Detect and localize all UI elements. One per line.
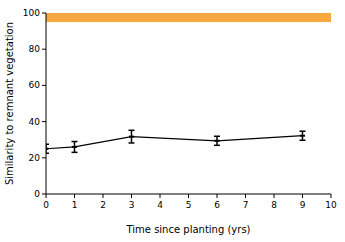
x-tick-label: 2 bbox=[100, 200, 106, 210]
y-tick bbox=[42, 157, 46, 158]
error-cap bbox=[214, 136, 220, 138]
y-tick-label: 0 bbox=[34, 189, 40, 199]
y-tick-label: 40 bbox=[29, 117, 41, 127]
error-cap bbox=[72, 141, 78, 143]
x-tick bbox=[331, 194, 332, 198]
x-tick-label: 3 bbox=[129, 200, 135, 210]
x-tick bbox=[217, 194, 218, 198]
x-axis-title: Time since planting (yrs) bbox=[125, 224, 250, 235]
point-marker bbox=[72, 146, 77, 148]
x-tick bbox=[245, 194, 246, 198]
reference-band bbox=[46, 13, 331, 22]
x-tick-label: 7 bbox=[243, 200, 249, 210]
plot-area bbox=[46, 13, 331, 153]
error-bar bbox=[72, 142, 78, 153]
y-tick-label: 20 bbox=[29, 153, 41, 163]
y-axis bbox=[46, 13, 47, 194]
x-tick-label: 9 bbox=[300, 200, 306, 210]
x-tick bbox=[274, 194, 275, 198]
error-cap bbox=[72, 152, 78, 154]
error-cap bbox=[300, 139, 306, 141]
x-tick-label: 5 bbox=[186, 200, 192, 210]
x-tick-label: 0 bbox=[43, 200, 49, 210]
error-bar bbox=[129, 130, 135, 143]
y-tick bbox=[42, 194, 46, 195]
x-tick-label: 4 bbox=[157, 200, 163, 210]
point-marker bbox=[300, 135, 305, 137]
error-cap bbox=[129, 142, 135, 144]
x-tick bbox=[46, 194, 47, 198]
series-line bbox=[46, 136, 303, 149]
error-bar bbox=[214, 136, 220, 145]
x-tick bbox=[188, 194, 189, 198]
error-cap bbox=[214, 145, 220, 147]
point-marker bbox=[215, 140, 220, 142]
x-tick bbox=[302, 194, 303, 198]
x-tick-label: 8 bbox=[271, 200, 277, 210]
y-tick bbox=[42, 49, 46, 50]
error-bar bbox=[300, 131, 306, 140]
x-tick bbox=[103, 194, 104, 198]
x-tick-label: 1 bbox=[72, 200, 78, 210]
y-tick-label: 100 bbox=[23, 8, 40, 18]
x-tick-label: 6 bbox=[214, 200, 220, 210]
y-tick-label: 60 bbox=[29, 80, 41, 90]
y-axis-title: Similarity to remnant vegetation bbox=[4, 22, 15, 185]
error-cap bbox=[129, 130, 135, 132]
y-tick bbox=[42, 85, 46, 86]
y-tick-label: 80 bbox=[29, 44, 41, 54]
chart: 0 20 40 60 80 100 0 1 2 3 4 5 6 7 8 9 10 Time since plant… bbox=[0, 0, 345, 242]
y-tick bbox=[42, 121, 46, 122]
x-tick bbox=[160, 194, 161, 198]
point-marker bbox=[129, 136, 134, 138]
y-tick bbox=[42, 13, 46, 14]
x-tick-label: 10 bbox=[325, 200, 337, 210]
error-cap bbox=[300, 130, 306, 132]
x-tick bbox=[74, 194, 75, 198]
x-tick bbox=[131, 194, 132, 198]
